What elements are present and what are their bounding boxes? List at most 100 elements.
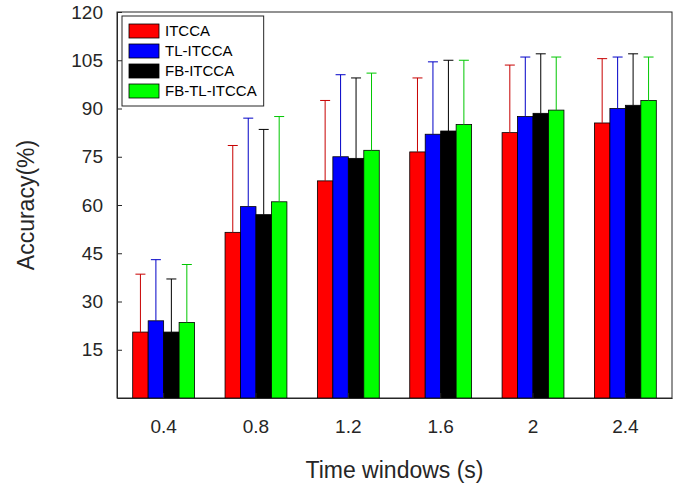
y-tick: 90: [82, 98, 122, 119]
bar: [456, 125, 471, 398]
x-tick-mark: [440, 393, 441, 398]
y-tick-mark: [117, 157, 122, 158]
error-bar-stem: [448, 60, 449, 131]
error-bar-stem: [186, 265, 187, 323]
legend-label: ITCCA: [165, 22, 210, 39]
bar-series: [133, 59, 610, 398]
error-bar-cap: [443, 60, 453, 61]
error-bar-stem: [525, 57, 526, 117]
error-bar-cap: [644, 57, 654, 58]
legend-swatch: [129, 24, 159, 38]
error-bar: [536, 54, 546, 114]
bar: [148, 321, 163, 398]
error-bar: [644, 57, 654, 100]
error-bar: [428, 62, 438, 134]
error-bar-stem: [140, 274, 141, 332]
bar: [133, 332, 148, 398]
bar: [271, 202, 286, 398]
error-bar: [259, 129, 269, 214]
error-bar: [412, 78, 422, 152]
error-bar: [336, 75, 346, 157]
bar: [164, 332, 179, 398]
bar: [225, 232, 240, 398]
bar-series: [148, 57, 625, 398]
y-tick-label: 105: [71, 50, 103, 71]
x-tick-mark: [533, 393, 534, 398]
y-tick-mark: [117, 350, 122, 351]
error-bar: [135, 274, 145, 332]
y-tick-mark: [117, 12, 122, 13]
error-bar-cap: [520, 57, 530, 58]
error-bar-stem: [540, 54, 541, 114]
error-bar-stem: [340, 75, 341, 157]
error-bar: [551, 57, 561, 110]
bar-series: [179, 57, 656, 398]
x-tick-mark: [255, 393, 256, 398]
error-bar: [274, 117, 284, 202]
error-bar-stem: [617, 57, 618, 108]
y-tick-mark: [117, 302, 122, 303]
error-bar: [320, 100, 330, 180]
error-bar: [459, 60, 469, 124]
error-bar-cap: [228, 145, 238, 146]
chart: 1530456075901051200.40.81.21.622.4Time w…: [0, 0, 685, 492]
error-bar-cap: [412, 77, 422, 78]
legend-swatch: [129, 64, 159, 78]
error-bar-stem: [602, 59, 603, 123]
error-bar-cap: [551, 57, 561, 58]
bar: [241, 207, 256, 398]
x-axis-title: Time windows (s): [305, 457, 483, 483]
bar: [410, 152, 425, 398]
y-tick-label: 120: [71, 2, 103, 23]
error-bar-cap: [320, 100, 330, 101]
error-bar-cap: [166, 278, 176, 279]
error-bar: [628, 54, 638, 105]
y-tick-label: 45: [82, 243, 103, 264]
x-tick-label: 1.2: [335, 416, 361, 437]
error-bar-stem: [356, 78, 357, 158]
bar: [364, 150, 379, 398]
error-bar-cap: [351, 77, 361, 78]
y-tick: 120: [71, 2, 122, 23]
error-bar: [243, 118, 253, 206]
error-bar-stem: [371, 73, 372, 150]
bar: [518, 117, 533, 398]
legend-label: TL-ITCCA: [165, 42, 233, 59]
error-bar-cap: [367, 73, 377, 74]
error-bar-stem: [633, 54, 634, 105]
error-bar-cap: [628, 53, 638, 54]
y-tick-mark: [117, 253, 122, 254]
legend-label: FB-ITCCA: [165, 62, 234, 79]
legend-label: FB-TL-ITCCA: [165, 82, 257, 99]
error-bar-cap: [259, 129, 269, 130]
error-bar-stem: [648, 57, 649, 100]
error-bar-cap: [274, 116, 284, 117]
y-tick-label: 15: [82, 339, 103, 360]
x-tick: 1.6: [427, 393, 453, 437]
y-tick-mark: [117, 205, 122, 206]
x-tick-label: 2: [528, 416, 539, 437]
error-bar-stem: [417, 78, 418, 152]
error-bar-stem: [263, 129, 264, 214]
error-bar-stem: [248, 118, 249, 206]
x-tick: 1.2: [335, 393, 361, 437]
bar: [625, 105, 640, 398]
error-bar-cap: [613, 57, 623, 58]
x-tick-label: 0.8: [243, 416, 269, 437]
error-bar-stem: [556, 57, 557, 110]
error-bar-stem: [232, 145, 233, 232]
error-bar-stem: [463, 60, 464, 124]
x-tick-label: 2.4: [612, 416, 639, 437]
error-bar-cap: [151, 259, 161, 260]
y-tick-mark: [117, 109, 122, 110]
bar: [425, 134, 440, 398]
error-bar-cap: [135, 274, 145, 275]
y-axis: 153045607590105120: [71, 2, 122, 399]
y-tick-mark: [117, 60, 122, 61]
legend-swatch: [129, 84, 159, 98]
bar: [548, 110, 563, 398]
error-bar-cap: [597, 58, 607, 59]
y-axis-title: Accuracy(%): [13, 140, 39, 270]
error-bar-cap: [459, 60, 469, 61]
x-tick: 0.4: [150, 393, 177, 437]
